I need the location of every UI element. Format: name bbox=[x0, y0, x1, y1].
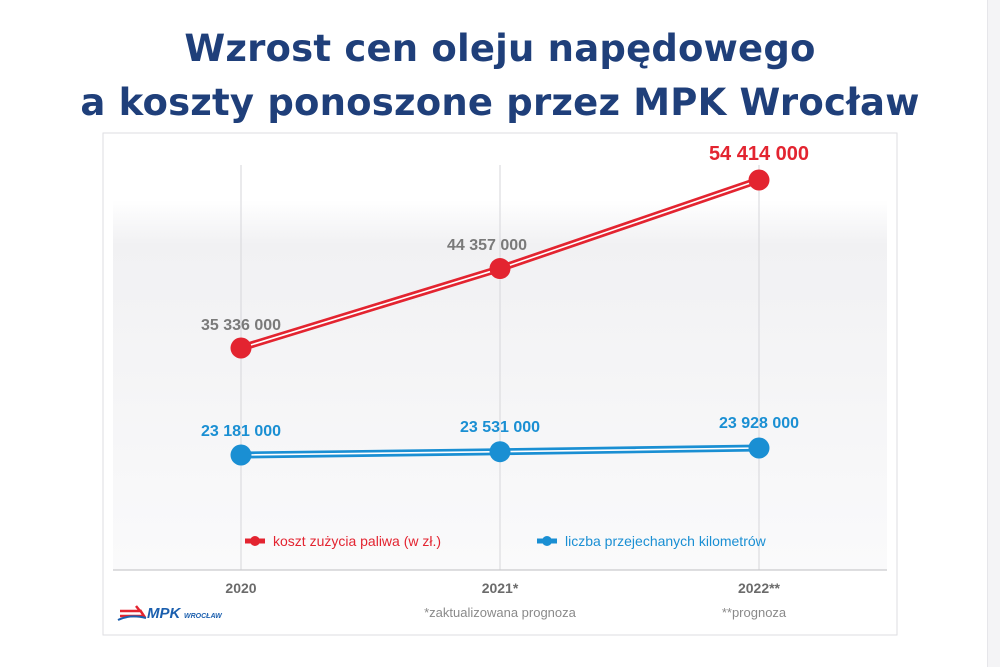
data-point bbox=[489, 441, 511, 463]
legend-swatch-marker bbox=[542, 536, 552, 546]
legend-label: liczba przejechanych kilometrów bbox=[565, 533, 767, 549]
x-tick-label: 2021* bbox=[482, 580, 519, 596]
logo-brand: MPK bbox=[147, 605, 182, 622]
x-tick-label: 2020 bbox=[225, 580, 256, 596]
footnote: *zaktualizowana prognoza bbox=[424, 605, 577, 620]
data-label: 54 414 000 bbox=[709, 143, 809, 165]
data-point bbox=[748, 169, 770, 191]
logo-arc-icon bbox=[117, 615, 147, 621]
data-point bbox=[489, 258, 511, 280]
legend-swatch-marker bbox=[250, 536, 260, 546]
page-edge bbox=[987, 0, 1000, 667]
data-label: 23 928 000 bbox=[719, 415, 799, 432]
footnote: **prognoza bbox=[722, 605, 787, 620]
logo-sub: WROCŁAW bbox=[184, 613, 223, 620]
mpk-logo: MPK WROCŁAW bbox=[117, 605, 223, 622]
legend-label: koszt zużycia paliwa (w zł.) bbox=[273, 533, 441, 549]
data-label: 44 357 000 bbox=[447, 237, 527, 254]
chart-title: Wzrost cen oleju napędowego a koszty pon… bbox=[0, 22, 1000, 130]
data-point bbox=[230, 444, 252, 466]
data-point bbox=[748, 437, 770, 459]
data-label: 35 336 000 bbox=[201, 317, 281, 334]
data-label: 23 531 000 bbox=[460, 419, 540, 436]
title-line-1: Wzrost cen oleju napędowego bbox=[184, 27, 816, 70]
data-label: 23 181 000 bbox=[201, 423, 281, 440]
x-tick-label: 2022** bbox=[738, 580, 781, 596]
data-point bbox=[230, 337, 252, 359]
title-line-2: a koszty ponoszone przez MPK Wrocław bbox=[80, 81, 920, 124]
